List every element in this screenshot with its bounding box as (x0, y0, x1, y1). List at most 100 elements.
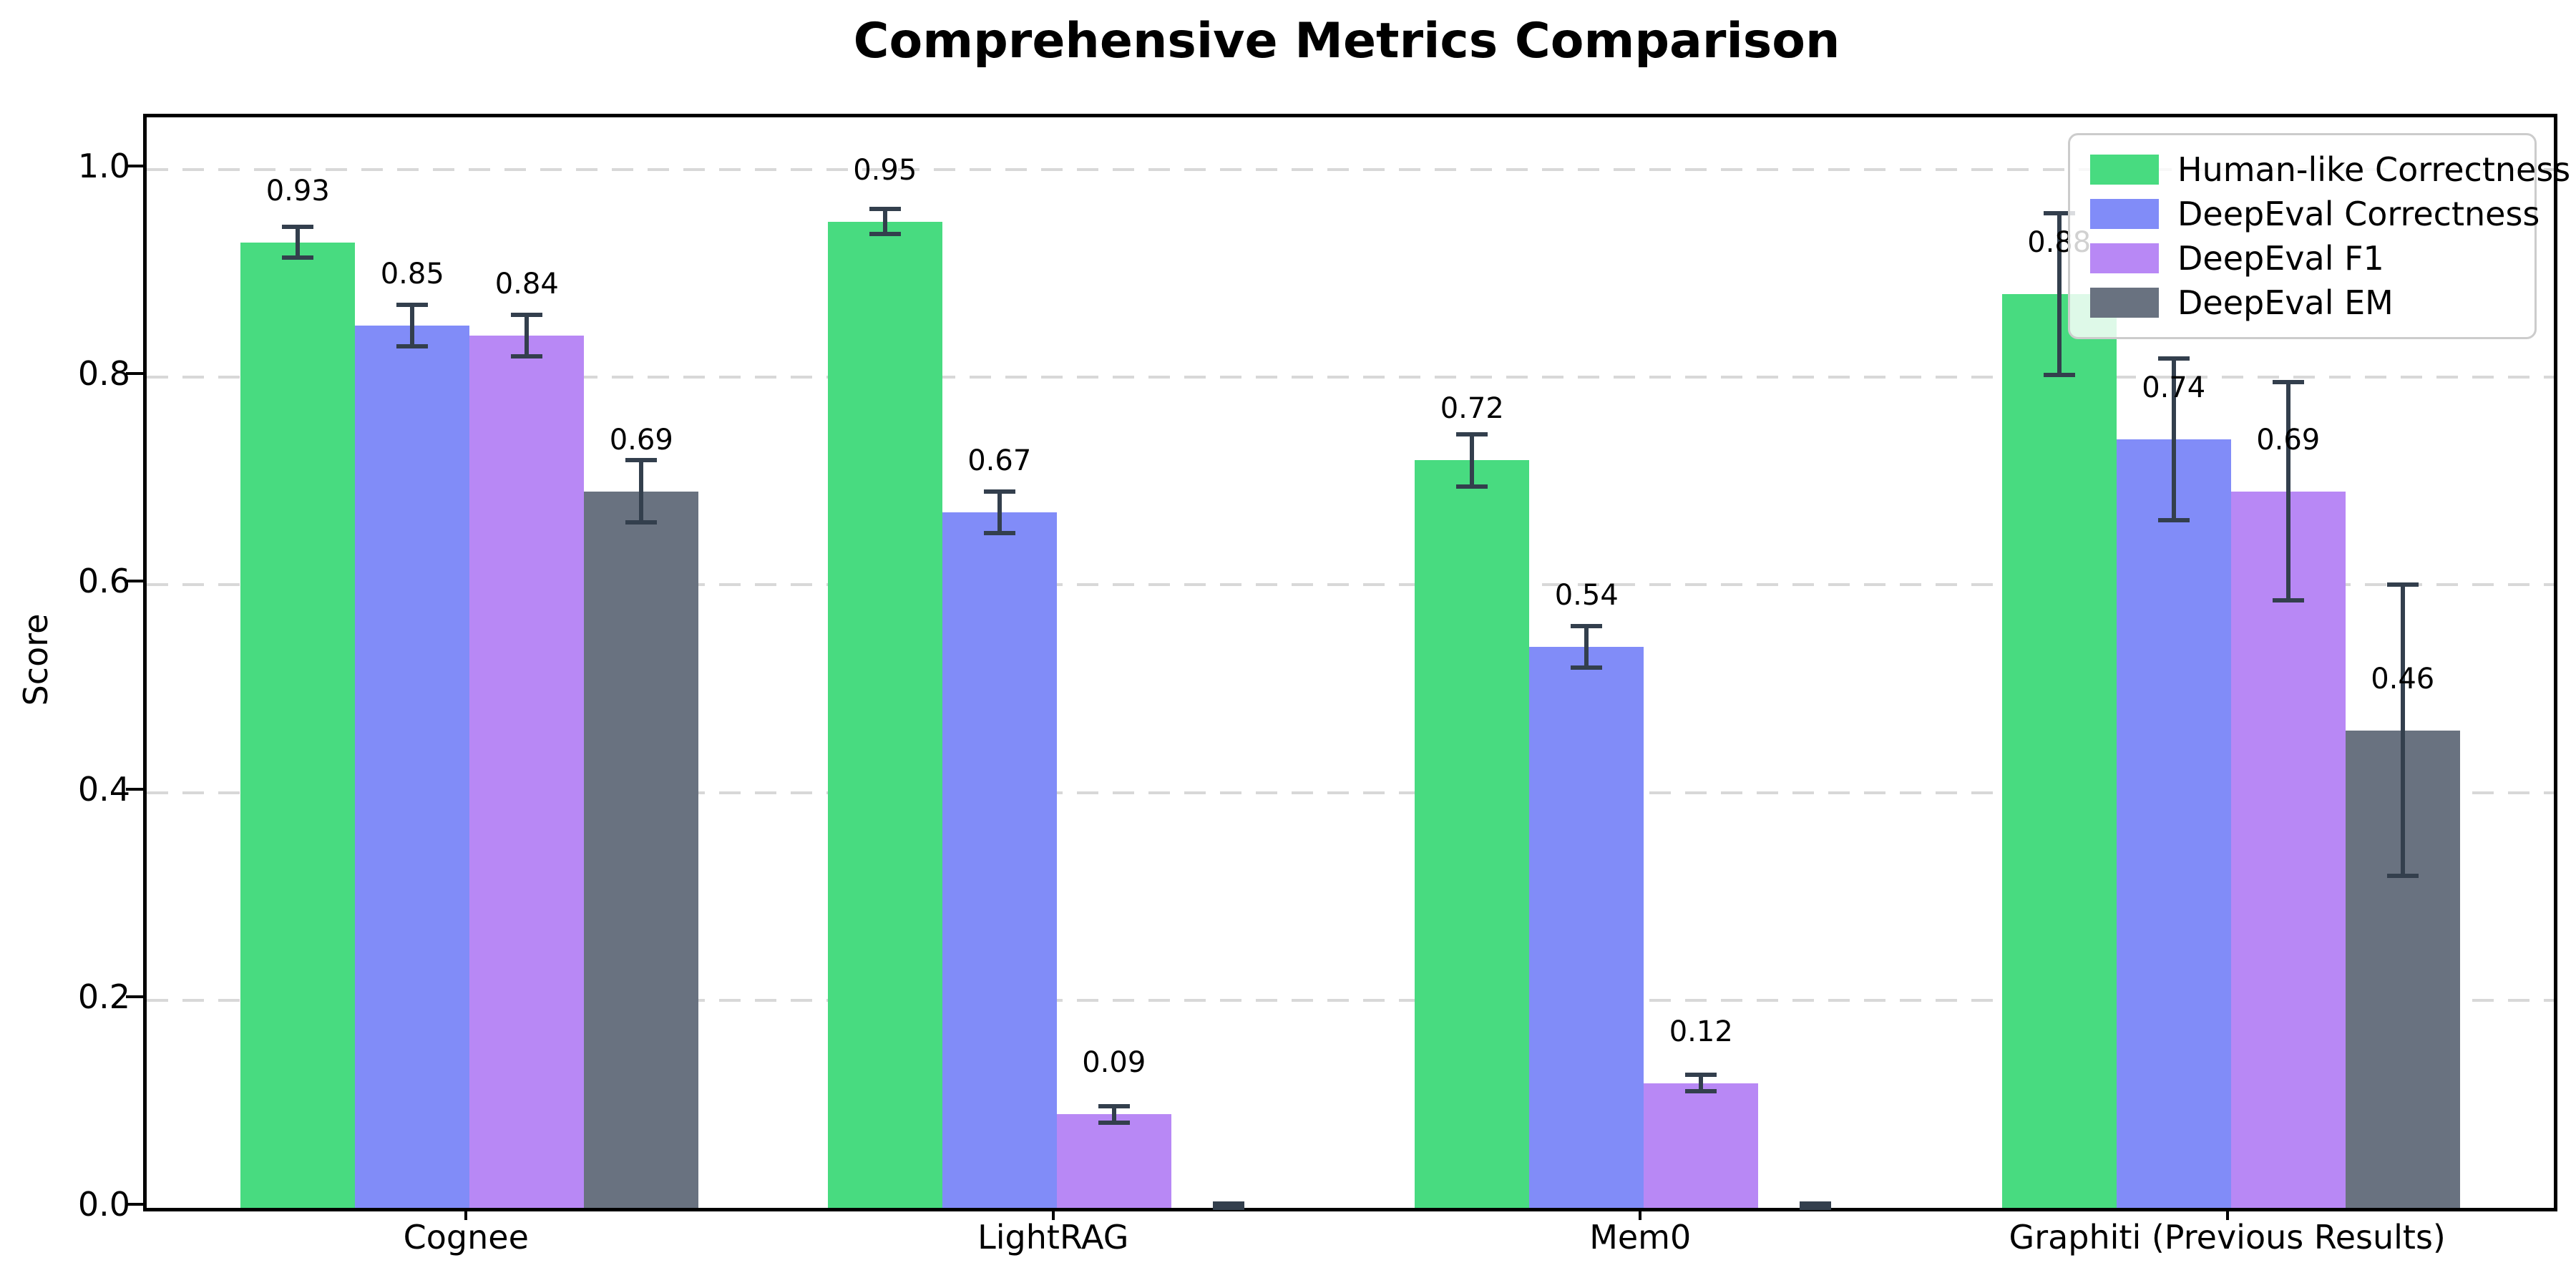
error-bar-cap-top (2157, 356, 2190, 361)
bar-value-label: 0.69 (2256, 423, 2321, 457)
bar (2116, 439, 2231, 1208)
gridline (147, 376, 2554, 379)
error-bar-cap-bottom (396, 343, 429, 348)
bar-value-label: 0.95 (853, 153, 917, 187)
error-bar-cap-bottom (511, 354, 543, 359)
y-tick-mark (126, 580, 143, 583)
error-bar-line (410, 304, 415, 346)
y-tick-mark (126, 995, 143, 998)
error-bar-cap-top (2272, 380, 2304, 385)
legend-swatch (2090, 243, 2159, 273)
legend-swatch (2090, 155, 2159, 185)
bar-value-label: 0.93 (265, 174, 330, 208)
y-tick-label: 0.0 (77, 1185, 130, 1224)
bar (469, 336, 585, 1208)
legend-row: DeepEval Correctness (2090, 195, 2540, 233)
error-bar-line (882, 209, 887, 234)
gridline (147, 583, 2554, 587)
y-tick-mark (126, 787, 143, 791)
error-bar-cap-bottom (1098, 1121, 1130, 1126)
error-bar-line (1470, 434, 1475, 487)
gridline (147, 791, 2554, 794)
x-tick-mark (1051, 1204, 1055, 1220)
x-tick-mark (1639, 1204, 1642, 1220)
bar-value-label: 0.12 (1669, 1015, 1733, 1048)
error-bar-cap-top (625, 458, 658, 463)
bar (2001, 294, 2117, 1208)
y-tick-mark (126, 165, 143, 167)
bar (942, 512, 1057, 1208)
bar-value-label: 0.67 (967, 444, 1032, 477)
error-bar-cap-bottom (1800, 1206, 1832, 1210)
error-bar-line (2400, 585, 2405, 876)
bar (355, 325, 470, 1208)
error-bar-cap-top (1800, 1201, 1832, 1206)
bar (584, 491, 699, 1208)
gridline (147, 168, 2554, 171)
error-bar-cap-top (1456, 432, 1488, 436)
error-bar-line (2285, 382, 2290, 601)
legend-row: DeepEval EM (2090, 283, 2514, 322)
legend-label: DeepEval EM (2177, 283, 2394, 322)
bar (827, 221, 942, 1208)
error-bar-line (296, 226, 301, 258)
legend-label: Human-like Correctness (2177, 150, 2571, 189)
error-bar-cap-bottom (2157, 518, 2190, 523)
error-bar-cap-bottom (1685, 1089, 1717, 1094)
legend-label: DeepEval F1 (2177, 239, 2384, 278)
legend: Human-like Correctness DeepEval Correctne… (2068, 133, 2570, 339)
error-bar-cap-bottom (1571, 665, 1603, 670)
y-tick-label: 0.8 (77, 354, 130, 394)
error-bar-cap-bottom (625, 520, 658, 525)
bar-value-label: 0.54 (1554, 579, 1619, 613)
error-bar-cap-top (869, 207, 901, 212)
error-bar-cap-top (1571, 624, 1603, 629)
error-bar-line (525, 315, 530, 357)
bar-value-label: 0.74 (2142, 371, 2206, 405)
error-bar-cap-top (2386, 582, 2419, 587)
error-bar-cap-bottom (983, 530, 1015, 535)
bar-value-label: 0.85 (380, 257, 444, 291)
error-bar-line (2171, 358, 2176, 521)
bar (1056, 1114, 1171, 1208)
error-bar-line (1111, 1106, 1116, 1123)
error-bar-line (2057, 213, 2062, 376)
x-tick-label: LightRAG (977, 1218, 1129, 1257)
legend-swatch (2090, 288, 2159, 318)
y-tick-label: 1.0 (77, 147, 130, 185)
legend-row: DeepEval F1 (2090, 239, 2514, 278)
error-bar-cap-top (282, 224, 314, 229)
chart-title: Comprehensive Metrics Comparison (853, 13, 1840, 69)
bar (1644, 1083, 1759, 1208)
y-tick-label: 0.6 (77, 562, 130, 601)
error-bar-cap-bottom (869, 231, 901, 236)
error-bar-cap-top (1685, 1073, 1717, 1078)
error-bar-cap-top (983, 489, 1015, 494)
error-bar-line (1699, 1075, 1704, 1092)
error-bar-cap-top (2043, 210, 2075, 215)
error-bar-line (997, 491, 1002, 533)
error-bar-cap-bottom (282, 255, 314, 260)
y-tick-mark (126, 372, 143, 376)
error-bar-cap-bottom (1456, 484, 1488, 489)
x-tick-mark (464, 1204, 468, 1220)
y-tick-label: 0.2 (77, 977, 130, 1016)
error-bar-line (1584, 626, 1589, 668)
y-tick-label: 0.4 (77, 769, 130, 809)
legend-label: DeepEval Correctness (2177, 195, 2540, 233)
bar-value-label: 0.72 (1440, 392, 1504, 426)
bar-value-label: 0.09 (1082, 1046, 1146, 1080)
bar (1415, 460, 1530, 1208)
error-bar-cap-top (511, 313, 543, 318)
bar (2230, 491, 2346, 1208)
gridline (147, 998, 2554, 1002)
error-bar-cap-bottom (1212, 1206, 1244, 1210)
error-bar-cap-top (1098, 1103, 1130, 1108)
y-tick-mark (126, 1203, 143, 1206)
error-bar-cap-top (396, 302, 429, 307)
error-bar-cap-bottom (2272, 598, 2304, 603)
x-tick-label: Cognee (403, 1218, 529, 1257)
bar-value-label: 0.84 (494, 268, 559, 301)
error-bar-cap-bottom (2043, 373, 2075, 378)
error-bar-cap-bottom (2386, 873, 2419, 878)
